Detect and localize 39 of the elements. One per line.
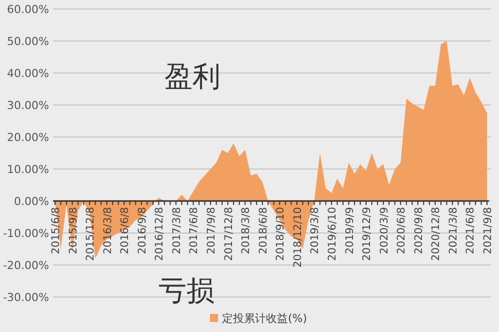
x-tick-label: 2019/12/9 (361, 207, 374, 261)
x-tick-label: 2018/6/8 (257, 207, 270, 254)
x-tick-label: 2020/12/8 (430, 207, 442, 261)
x-tick-label: 2018/9/10 (274, 207, 287, 261)
y-tick-label: 30.00% (7, 99, 49, 112)
x-tick-label: 2018/12/10 (292, 207, 304, 268)
x-tick-label: 2020/3/9 (378, 207, 390, 254)
annotation: 盈利 (164, 60, 220, 93)
x-tick-label: 2015/6/8 (50, 207, 62, 254)
x-tick-label: 2017/9/8 (206, 207, 218, 254)
x-tick-label: 2016/12/8 (154, 207, 166, 261)
y-tick-label: 50.00% (7, 35, 49, 48)
x-tick-label: 2016/6/8 (119, 207, 132, 254)
y-tick-label: -30.00% (3, 291, 49, 304)
legend-label: 定投累计收益(%) (222, 312, 308, 325)
x-tick-label: 2018/3/8 (240, 207, 252, 254)
x-tick-label: 2017/12/8 (222, 207, 235, 261)
y-tick-label: 20.00% (7, 131, 49, 144)
x-tick-label: 2020/9/8 (412, 207, 425, 254)
x-tick-label: 2021/9/8 (482, 207, 494, 254)
x-tick-label: 2019/6/10 (326, 207, 338, 261)
x-tick-label: 2020/6/8 (396, 207, 408, 254)
x-tick-label: 2015/9/8 (67, 207, 80, 254)
y-tick-label: -10.00% (3, 227, 49, 240)
y-tick-label: 60.00% (7, 3, 49, 16)
y-tick-label: 0.00% (14, 195, 49, 208)
x-tick-label: 2019/9/9 (344, 207, 356, 254)
x-tick-label: 2021/3/8 (447, 207, 460, 254)
x-tick-label: 2016/9/8 (136, 207, 148, 254)
x-tick-label: 2019/3/8 (309, 207, 322, 254)
y-tick-label: -20.00% (3, 259, 49, 272)
x-tick-label: 2016/3/8 (102, 207, 114, 254)
x-tick-label: 2017/6/8 (188, 207, 200, 254)
annotation: 亏损 (158, 274, 215, 308)
x-tick-label: 2015/12/8 (84, 207, 97, 261)
y-tick-label: 40.00% (7, 67, 49, 80)
y-tick-label: 10.00% (7, 163, 49, 176)
x-tick-label: 2021/6/8 (464, 207, 477, 254)
x-tick-label: 2017/3/8 (170, 207, 183, 254)
